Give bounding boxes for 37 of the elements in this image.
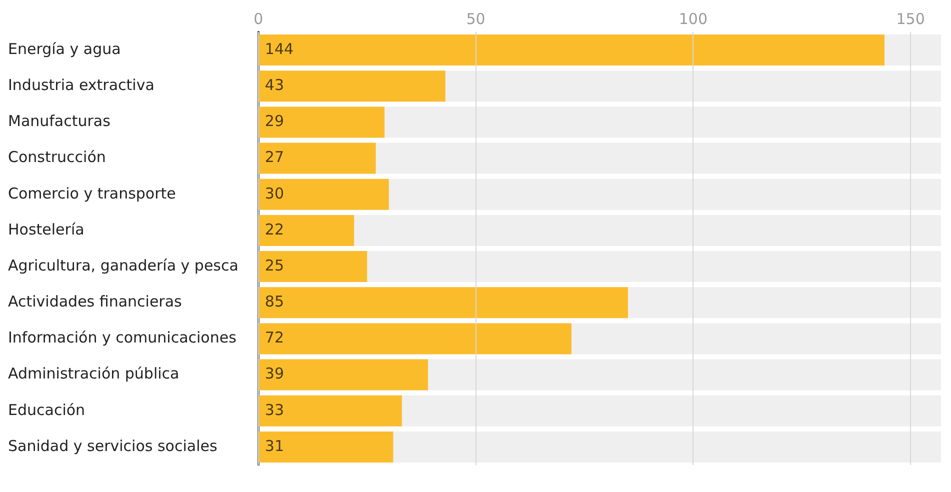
data-label: 39 [264,364,284,383]
bar [258,359,428,390]
data-label: 33 [264,400,284,419]
data-label: 27 [264,148,284,166]
y-tick-label: Energía y agua [8,40,121,58]
y-tick-label: Hostelería [8,220,84,238]
x-tick-label: 0 [254,10,264,28]
x-tick-label: 50 [466,10,486,28]
x-tick-label: 100 [678,10,708,28]
y-tick-label: Actividades financieras [8,292,182,311]
y-tick-label: Administración pública [8,364,180,383]
data-label: 72 [264,328,284,347]
data-label: 22 [264,220,284,238]
data-label: 144 [264,40,294,58]
bar [258,251,368,282]
y-tick-label: Industria extractiva [8,76,154,94]
y-tick-label: Educación [8,400,86,419]
data-label: 29 [264,112,284,130]
bar [258,106,385,138]
bar [258,142,376,174]
data-label: 43 [264,76,284,94]
bar [258,70,446,102]
data-label: 31 [264,436,284,455]
bar [258,214,354,246]
y-tick-label: Construcción [8,148,106,166]
data-label: 85 [264,292,284,311]
data-label: 30 [264,184,284,202]
y-tick-label: Información y comunicaciones [8,328,237,347]
bar [258,431,394,462]
y-tick-label: Sanidad y servicios sociales [8,436,218,455]
bar [258,178,389,210]
y-tick-label: Manufacturas [8,112,111,130]
y-tick-label: Agricultura, ganadería y pesca [8,256,238,274]
y-tick-label: Comercio y transporte [8,184,176,202]
x-tick-label: 150 [896,10,925,28]
data-label: 25 [264,256,284,274]
bar [258,395,402,426]
